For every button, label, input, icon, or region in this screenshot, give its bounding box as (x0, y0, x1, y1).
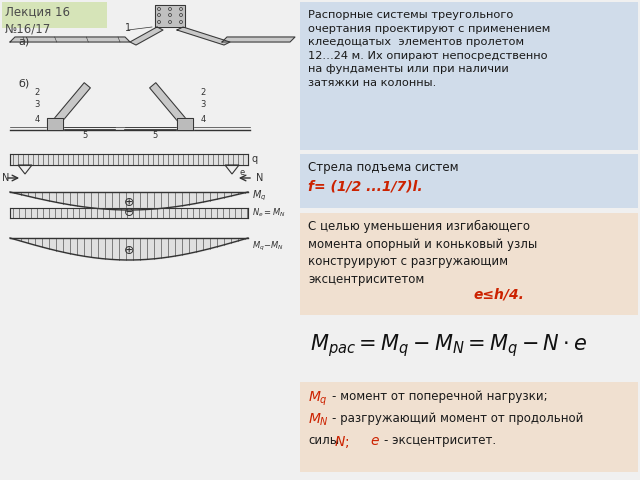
Polygon shape (10, 37, 130, 42)
Polygon shape (177, 27, 230, 45)
Text: - эксцентриситет.: - эксцентриситет. (384, 434, 496, 447)
Polygon shape (155, 5, 185, 27)
FancyBboxPatch shape (300, 213, 638, 315)
Text: $M_q$: $M_q$ (252, 189, 266, 203)
Text: N: N (256, 173, 264, 183)
Text: - разгружающий момент от продольной: - разгружающий момент от продольной (332, 412, 584, 425)
Polygon shape (177, 118, 193, 130)
Text: Стрела подъема систем: Стрела подъема систем (308, 161, 459, 174)
Text: $e$: $e$ (370, 434, 380, 448)
Text: Лекция 16
№16/17: Лекция 16 №16/17 (5, 5, 70, 36)
Text: $\oplus$: $\oplus$ (124, 244, 134, 257)
Text: а): а) (18, 37, 29, 47)
Text: 4: 4 (200, 116, 205, 124)
Polygon shape (150, 83, 191, 130)
Text: 5: 5 (152, 132, 157, 141)
Text: 3: 3 (35, 100, 40, 109)
Text: 2: 2 (200, 88, 205, 97)
Text: e≤h/4.: e≤h/4. (473, 287, 524, 301)
Text: $N_e{=}M_N$: $N_e{=}M_N$ (252, 207, 286, 219)
Text: $M_N$: $M_N$ (308, 412, 329, 428)
Polygon shape (47, 118, 63, 130)
Polygon shape (10, 154, 248, 165)
Text: f= (1/2 ...1/7)l.: f= (1/2 ...1/7)l. (308, 179, 422, 193)
Text: $M_q$: $M_q$ (308, 390, 328, 408)
Text: Распорные системы треугольного
очертания проектируют с применением
клеедощатых  : Распорные системы треугольного очертания… (308, 10, 550, 88)
Text: $M_{рас} = M_q - M_N = M_q - N \cdot e$: $M_{рас} = M_q - M_N = M_q - N \cdot e$ (310, 332, 587, 359)
FancyBboxPatch shape (300, 2, 638, 150)
Text: силы: силы (308, 434, 339, 447)
Text: $M_q{-}M_N$: $M_q{-}M_N$ (252, 240, 284, 252)
Text: $\oplus$: $\oplus$ (124, 196, 134, 209)
Text: N: N (2, 173, 10, 183)
Polygon shape (130, 27, 163, 45)
Text: $N$;: $N$; (334, 434, 349, 450)
FancyBboxPatch shape (2, 2, 107, 28)
Polygon shape (49, 83, 90, 130)
Text: 3: 3 (200, 100, 205, 109)
Text: 4: 4 (35, 116, 40, 124)
Polygon shape (10, 208, 248, 218)
Text: 5: 5 (83, 132, 88, 141)
Text: 1: 1 (125, 23, 131, 33)
Polygon shape (222, 37, 295, 42)
Text: e: e (240, 168, 245, 177)
Text: 2: 2 (35, 88, 40, 97)
FancyBboxPatch shape (300, 382, 638, 472)
Text: - момент от поперечной нагрузки;: - момент от поперечной нагрузки; (332, 390, 548, 403)
Text: б): б) (18, 79, 29, 89)
Text: $\ominus$: $\ominus$ (124, 206, 134, 219)
Text: q: q (252, 155, 258, 165)
FancyBboxPatch shape (300, 154, 638, 208)
Text: С целью уменьшения изгибающего
момента опорный и коньковый узлы
конструируют с р: С целью уменьшения изгибающего момента о… (308, 220, 537, 286)
